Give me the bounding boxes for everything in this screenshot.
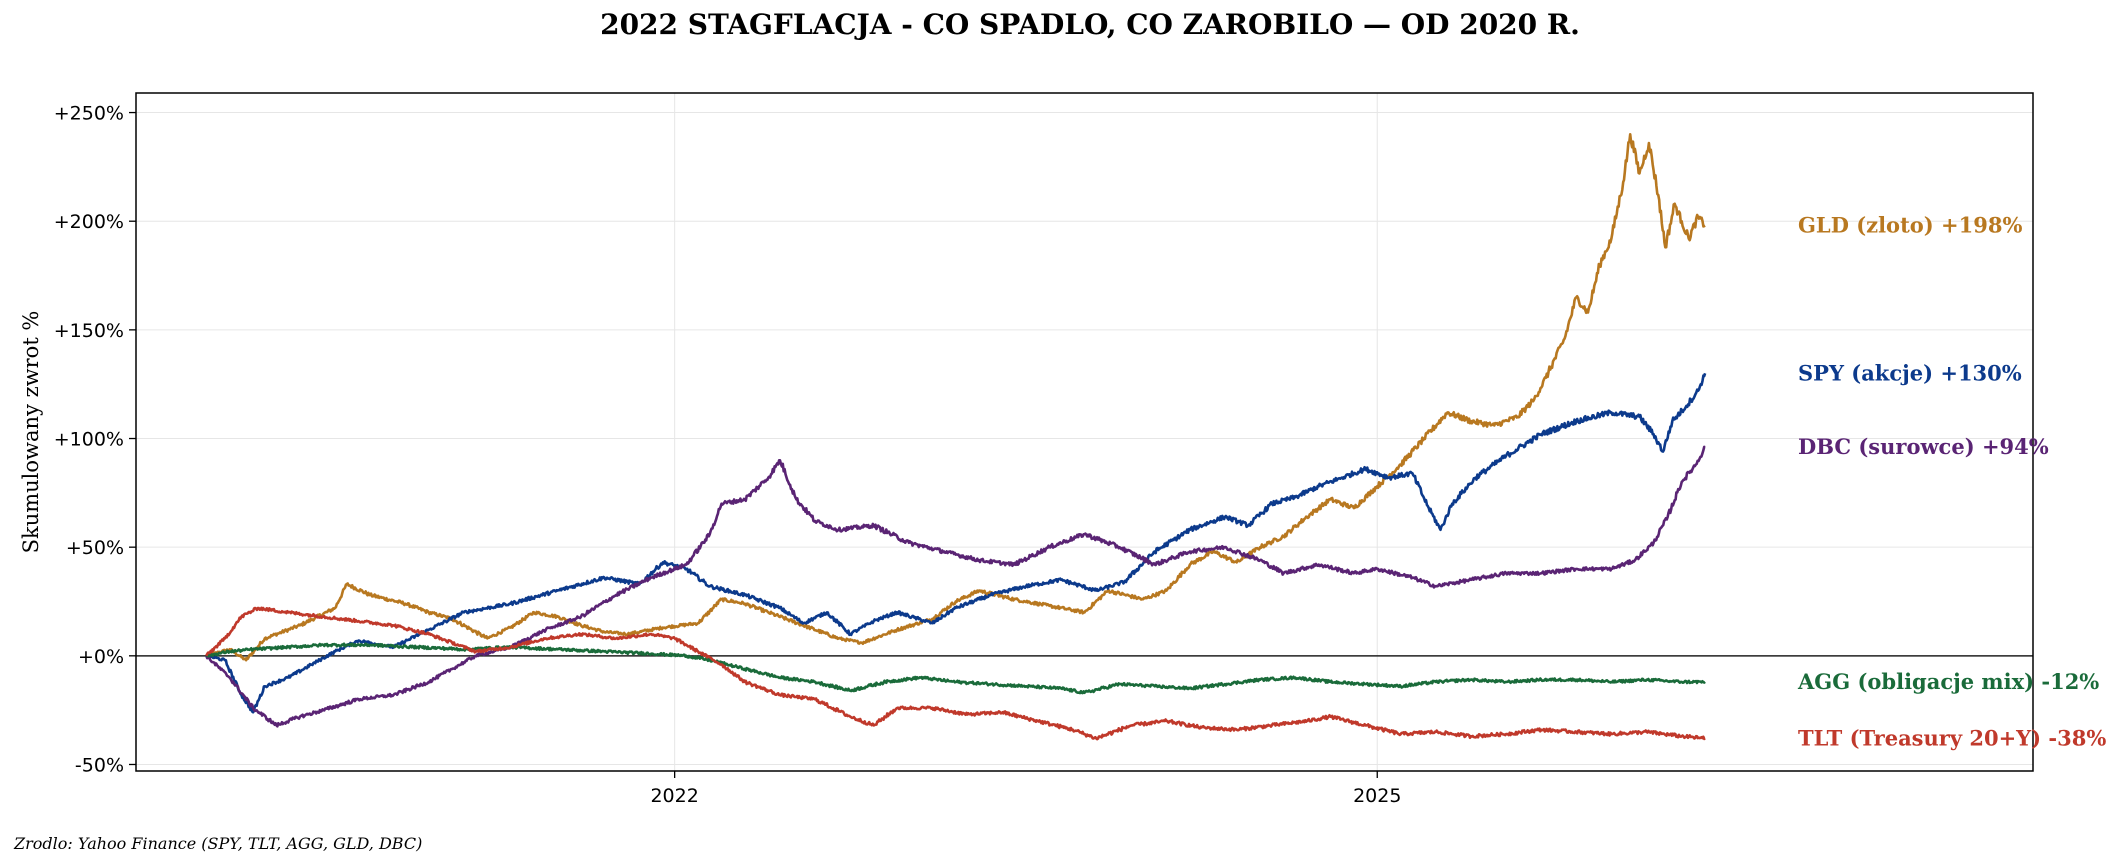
series-end-label: DBC (surowce) +94% xyxy=(1798,434,2049,459)
x-tick-label: 2025 xyxy=(1353,785,1401,807)
series-layer xyxy=(205,133,1707,741)
series-line xyxy=(205,606,1706,741)
y-tick-label: +200% xyxy=(54,211,124,233)
series-end-label: SPY (akcje) +130% xyxy=(1798,360,2022,385)
source-note: Zrodlo: Yahoo Finance (SPY, TLT, AGG, GL… xyxy=(13,834,422,853)
y-tick-label: +100% xyxy=(54,429,124,451)
y-tick-label: -50% xyxy=(75,754,124,776)
x-tick-label: 2022 xyxy=(650,785,698,807)
series-end-label: TLT (Treasury 20+Y) -38% xyxy=(1798,725,2106,750)
chart-title: 2022 STAGFLACJA - CO SPADLO, CO ZAROBILO… xyxy=(600,8,1580,41)
end-labels: GLD (zloto) +198% SPY (akcje) +130% DBC (s… xyxy=(1797,213,2106,751)
y-axis: -50% +0% +50% +100% +150% +200% +250% xyxy=(54,103,136,776)
y-axis-label: Skumulowany zwrot % xyxy=(19,311,43,554)
x-axis: 2022 2025 xyxy=(650,771,1401,807)
series-line xyxy=(205,642,1706,695)
series-end-label: AGG (obligacje mix) -12% xyxy=(1797,669,2099,694)
y-tick-label: +50% xyxy=(66,537,124,559)
series-line xyxy=(205,133,1706,662)
y-tick-label: +0% xyxy=(78,646,124,668)
series-end-label: GLD (zloto) +198% xyxy=(1798,213,2022,238)
y-tick-label: +150% xyxy=(54,320,124,342)
y-tick-label: +250% xyxy=(54,103,124,125)
series-line xyxy=(205,372,1707,714)
series-line xyxy=(205,445,1706,728)
plot-area xyxy=(135,92,2034,772)
grid-layer xyxy=(136,93,2033,771)
plot-frame xyxy=(135,92,2034,772)
